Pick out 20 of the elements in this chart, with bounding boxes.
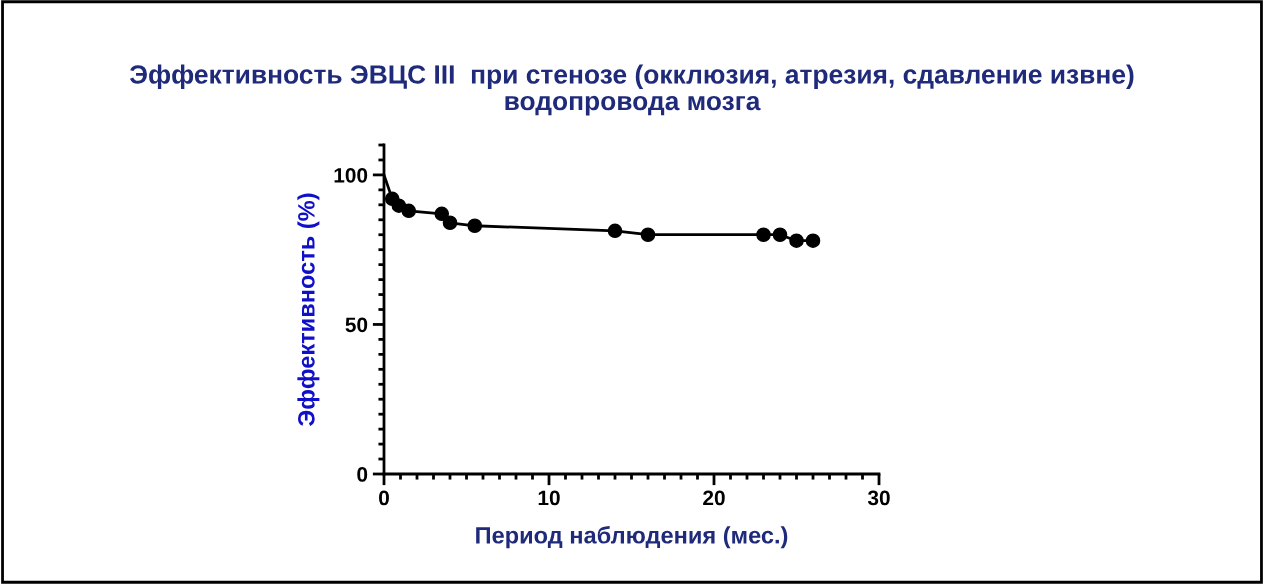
point [442,215,458,231]
point [756,227,771,243]
y-tick-label: 0 [357,467,368,482]
point [805,233,821,248]
y-tick-label: 100 [334,167,368,183]
point [467,218,483,234]
point [401,203,417,219]
point [607,223,623,239]
point [640,227,656,243]
y-axis-title: Эффективность (%) [297,193,320,426]
y-tick-label: 50 [345,317,368,333]
x-tick-label: 10 [538,490,560,506]
x-tick-label: 0 [379,490,389,506]
point [772,227,788,243]
x-tick-label: 30 [867,490,890,506]
chart-title: Эффективность ЭВЦС III при стенозе (окклюзия, атрезия, сдавление извне) водопровода мозга [129,64,1134,116]
x-tick-label: 20 [703,490,725,506]
point [789,233,804,248]
x-axis-title: Период наблюдения (мес.) [476,526,788,549]
point [434,206,450,222]
